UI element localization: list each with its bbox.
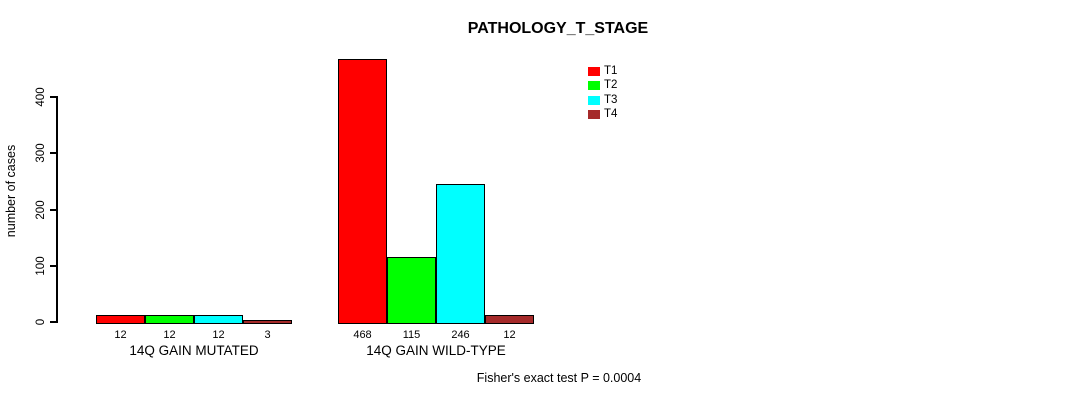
legend-label: T4	[604, 108, 618, 121]
legend-label: T3	[604, 93, 618, 106]
legend-swatch-t1	[588, 67, 600, 76]
category-label: 14Q GAIN MUTATED	[129, 343, 259, 358]
bar-value-label: 12	[503, 329, 516, 341]
y-axis-tick-label: 400	[35, 87, 47, 107]
bar-value-label: 3	[264, 329, 271, 341]
y-axis-tick-label: 200	[35, 199, 47, 220]
y-axis-line	[56, 96, 58, 323]
y-axis-tick	[50, 208, 56, 211]
bar-t4-wild-type	[485, 315, 534, 324]
bar-value-label: 115	[402, 329, 421, 341]
bar-t1-mutated	[96, 315, 145, 324]
bar-t3-mutated	[194, 315, 243, 324]
bar-t1-wild-type	[338, 58, 387, 324]
y-axis-tick	[50, 264, 56, 267]
statistical-test-annotation: Fisher's exact test P = 0.0004	[476, 371, 642, 385]
bar-value-label: 468	[353, 329, 372, 341]
bar-t3-wild-type	[436, 183, 485, 324]
legend-label: T1	[604, 65, 618, 77]
bar-t4-mutated	[243, 320, 292, 324]
y-axis-tick-label: 0	[35, 318, 47, 326]
bar-value-label: 12	[163, 329, 176, 341]
bar-value-label: 12	[114, 329, 127, 341]
y-axis-tick	[50, 152, 56, 155]
y-axis-label: number of cases	[4, 144, 18, 238]
y-axis-tick-label: 300	[35, 143, 47, 163]
legend-label: T2	[604, 79, 618, 92]
legend-swatch-t4	[588, 110, 600, 120]
legend-swatch-t2	[588, 81, 600, 91]
y-axis-tick	[50, 321, 56, 323]
bar-t2-wild-type	[387, 257, 436, 324]
chart-title: PATHOLOGY_T_STAGE	[467, 20, 649, 37]
legend-swatch-t3	[588, 95, 600, 105]
y-axis-tick	[50, 96, 56, 98]
y-axis-tick-label: 100	[35, 256, 47, 276]
bar-t2-mutated	[145, 315, 194, 324]
bar-value-label: 12	[212, 329, 225, 341]
bar-value-label: 246	[451, 329, 470, 341]
category-label: 14Q GAIN WILD-TYPE	[366, 343, 506, 358]
